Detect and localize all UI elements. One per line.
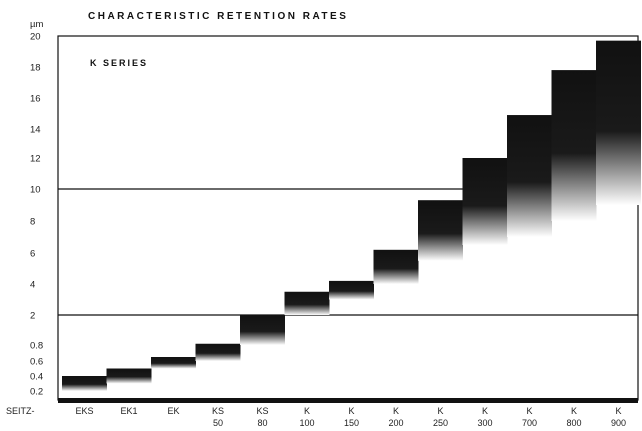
x-tick-sublabel: 800 (566, 418, 581, 428)
series-label: K SERIES (90, 58, 148, 68)
x-tick-label: EK1 (120, 406, 137, 416)
retention-bar (62, 376, 107, 391)
retention-bar (596, 40, 641, 206)
y-tick-label: 12 (30, 154, 41, 165)
x-tick-label: KS (256, 406, 268, 416)
retention-bar (106, 368, 152, 384)
x-tick-label: K (526, 406, 532, 416)
y-tick-label: 4 (30, 280, 35, 291)
retention-bar (151, 357, 196, 369)
x-tick-label: KS (212, 406, 224, 416)
x-tick-label: K (393, 406, 399, 416)
x-tick-label: EKS (75, 406, 93, 416)
x-tick-sublabel: 900 (611, 418, 626, 428)
y-axis-unit: µm (30, 19, 43, 30)
baseline-bar (58, 398, 638, 403)
retention-bar (373, 249, 419, 284)
y-tick-label: 20 (30, 32, 41, 43)
x-tick-sublabel: 50 (213, 418, 223, 428)
y-tick-label: 10 (30, 185, 41, 196)
retention-bar (418, 200, 463, 261)
retention-bar (329, 280, 374, 300)
x-tick-label: K (482, 406, 488, 416)
x-tick-sublabel: 300 (477, 418, 492, 428)
y-tick-label: 14 (30, 125, 41, 136)
x-tick-sublabel: 150 (344, 418, 359, 428)
y-tick-label: 0.8 (30, 341, 43, 352)
x-axis-prefix: SEITZ- (6, 406, 35, 416)
retention-bar (507, 115, 552, 237)
x-tick-label: K (348, 406, 354, 416)
retention-bar (240, 315, 285, 345)
y-tick-label: 18 (30, 63, 41, 74)
x-tick-sublabel: 700 (522, 418, 537, 428)
bars (62, 40, 641, 391)
y-tick-label: 8 (30, 217, 35, 228)
retention-bar (284, 291, 330, 315)
y-tick-label: 6 (30, 249, 35, 260)
x-axis-labels: EKS EK1 EK KS 50 KS 80 K 100 K 150 K 200 K 250 K 300 K 700… (75, 406, 626, 428)
y-axis-ticks: 0.2 0.4 0.6 0.8 2 4 6 8 10 12 14 16 18 20 (30, 32, 43, 398)
retention-bar (462, 158, 508, 245)
chart-title: CHARACTERISTIC RETENTION RATES (88, 11, 348, 22)
y-tick-label: 0.2 (30, 387, 43, 398)
x-tick-label: K (304, 406, 310, 416)
x-tick-label: K (615, 406, 621, 416)
x-tick-sublabel: 80 (257, 418, 267, 428)
y-tick-label: 0.6 (30, 357, 43, 368)
x-tick-label: K (571, 406, 577, 416)
y-tick-label: 16 (30, 94, 41, 105)
x-tick-sublabel: 250 (433, 418, 448, 428)
retention-bar (195, 343, 241, 361)
x-tick-sublabel: 200 (388, 418, 403, 428)
y-tick-label: 0.4 (30, 372, 43, 383)
retention-bar (551, 70, 597, 221)
x-tick-label: EK (167, 406, 179, 416)
y-tick-label: 2 (30, 311, 35, 322)
x-tick-label: K (437, 406, 443, 416)
x-tick-sublabel: 100 (299, 418, 314, 428)
